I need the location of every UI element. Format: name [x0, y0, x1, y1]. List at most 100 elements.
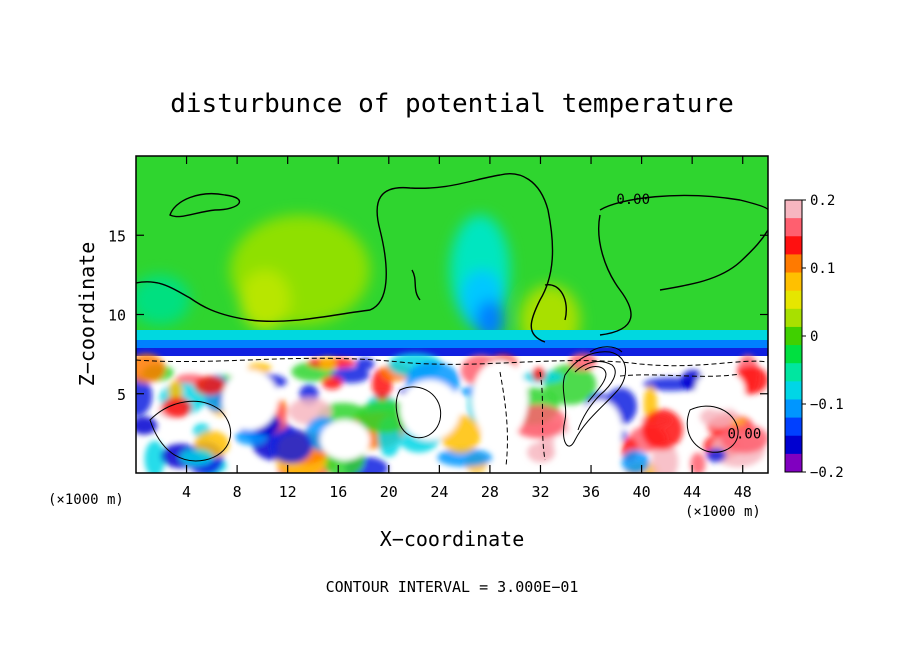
turbulence-blob	[357, 399, 412, 434]
x-tick-label: 20	[380, 483, 398, 501]
contour-line	[599, 194, 768, 211]
neutral-region	[472, 360, 528, 440]
turbulence-blob	[136, 416, 158, 435]
y-tick-label: 5	[117, 386, 126, 404]
turbulence-blob	[144, 440, 165, 473]
colorbar-swatch	[785, 363, 802, 382]
x-axis-label: X−coordinate	[380, 527, 525, 551]
x-tick-label: 48	[734, 483, 752, 501]
turbulence-blob	[532, 367, 546, 382]
contour-line	[589, 346, 623, 353]
contour-line	[539, 371, 546, 461]
x-tick-label: 44	[683, 483, 701, 501]
interface-band	[136, 348, 768, 356]
turbulence-blob	[699, 406, 739, 428]
colorbar-tick-label: 0.2	[810, 193, 835, 209]
x-tick-label: 40	[633, 483, 651, 501]
colorbar-swatch	[785, 345, 802, 364]
colorbar-swatch	[785, 200, 802, 219]
contour-interval-note: CONTOUR INTERVAL = 3.000E−01	[326, 578, 579, 596]
turbulence-blob	[651, 442, 679, 473]
y-axis-label: Z−coordinate	[75, 242, 99, 387]
heatmap-field	[136, 156, 768, 473]
turbulence-blob	[527, 442, 556, 463]
turbulence-blob	[168, 380, 183, 403]
x-axis: 4 8 12 16 20 24 28 32 36 40 44 48	[182, 156, 752, 501]
neutral-region	[320, 420, 370, 460]
contour-labels: 0.00 0.00	[616, 192, 761, 443]
x-tick-label: 32	[531, 483, 549, 501]
turbulence-blob	[569, 353, 597, 371]
contour-line	[562, 351, 626, 447]
colorbar-tick-label: 0	[810, 329, 818, 345]
colorbar-tick-label: −0.1	[810, 397, 844, 413]
contour-line	[544, 284, 567, 321]
y-axis: 5 10 15	[108, 227, 768, 404]
turbulence-blob	[621, 449, 650, 473]
y-tick-label: 15	[108, 227, 126, 245]
contour-line	[395, 386, 442, 439]
contour-line	[574, 361, 616, 431]
colorbar-tick-label: 0.1	[810, 261, 835, 277]
colorbar-swatch	[785, 218, 802, 237]
x-unit-label-right: (×1000 m)	[685, 504, 761, 520]
neutral-region	[695, 370, 745, 410]
x-tick-label: 16	[329, 483, 347, 501]
contour-line	[411, 269, 421, 301]
turbulence-blob	[319, 357, 336, 371]
x-tick-label: 4	[182, 483, 191, 501]
warm-patch	[240, 270, 290, 330]
interface-band	[136, 340, 768, 348]
neutral-region	[578, 400, 622, 460]
x-unit-label: (×1000 m)	[48, 492, 124, 508]
contour-line	[149, 400, 232, 462]
turbulence-blob	[180, 449, 214, 466]
colorbar-swatch	[785, 381, 802, 400]
colorbar-swatch	[785, 236, 802, 255]
colorbar-swatch	[785, 254, 802, 274]
contour-line	[499, 371, 508, 467]
contour-line	[136, 173, 554, 343]
colorbar-tick-label: −0.2	[810, 465, 844, 481]
contour-lines	[136, 173, 768, 343]
turbulence-blob	[355, 357, 375, 371]
contour-label: 0.00	[616, 192, 650, 208]
colorbar-swatch	[785, 308, 802, 328]
x-tick-label: 8	[233, 483, 242, 501]
turbulence-blob	[136, 376, 153, 417]
contour-line	[686, 405, 739, 453]
neutral-region	[400, 380, 460, 440]
contour-line	[598, 214, 632, 336]
turbulence-blob	[136, 353, 166, 384]
turbulence-blob	[269, 428, 313, 464]
turbulence-blob	[642, 409, 683, 451]
colorbar: 0.2 0.1 0 −0.1 −0.2	[784, 193, 844, 481]
x-tick-label: 36	[582, 483, 600, 501]
turbulence-blob	[194, 375, 226, 396]
turbulence-blob	[437, 448, 493, 467]
x-tick-label: 24	[430, 483, 448, 501]
chart-title: disturbunce of potential temperature	[170, 89, 734, 119]
contour-lines-lower	[149, 346, 739, 462]
colorbar-swatch	[785, 417, 802, 437]
y-tick-label: 10	[108, 307, 126, 325]
turbulence-blob	[690, 452, 706, 473]
colorbar-swatch	[785, 290, 802, 310]
neutral-region	[222, 370, 278, 430]
contour-line	[169, 193, 241, 218]
interface-band	[136, 330, 768, 340]
x-tick-label: 12	[279, 483, 297, 501]
contour-line	[659, 229, 768, 291]
colorbar-swatch	[785, 326, 802, 346]
colorbar-swatch	[785, 453, 802, 473]
cool-patch	[136, 275, 190, 325]
contour-line	[136, 357, 768, 367]
colorbar-swatch	[785, 272, 802, 292]
colorbar-swatch	[785, 399, 802, 419]
contour-label: 0.00	[728, 426, 762, 442]
contour-lines-dashed	[136, 357, 768, 467]
turbulence-blob	[321, 375, 343, 390]
x-tick-label: 28	[481, 483, 499, 501]
contour-line	[584, 366, 607, 403]
